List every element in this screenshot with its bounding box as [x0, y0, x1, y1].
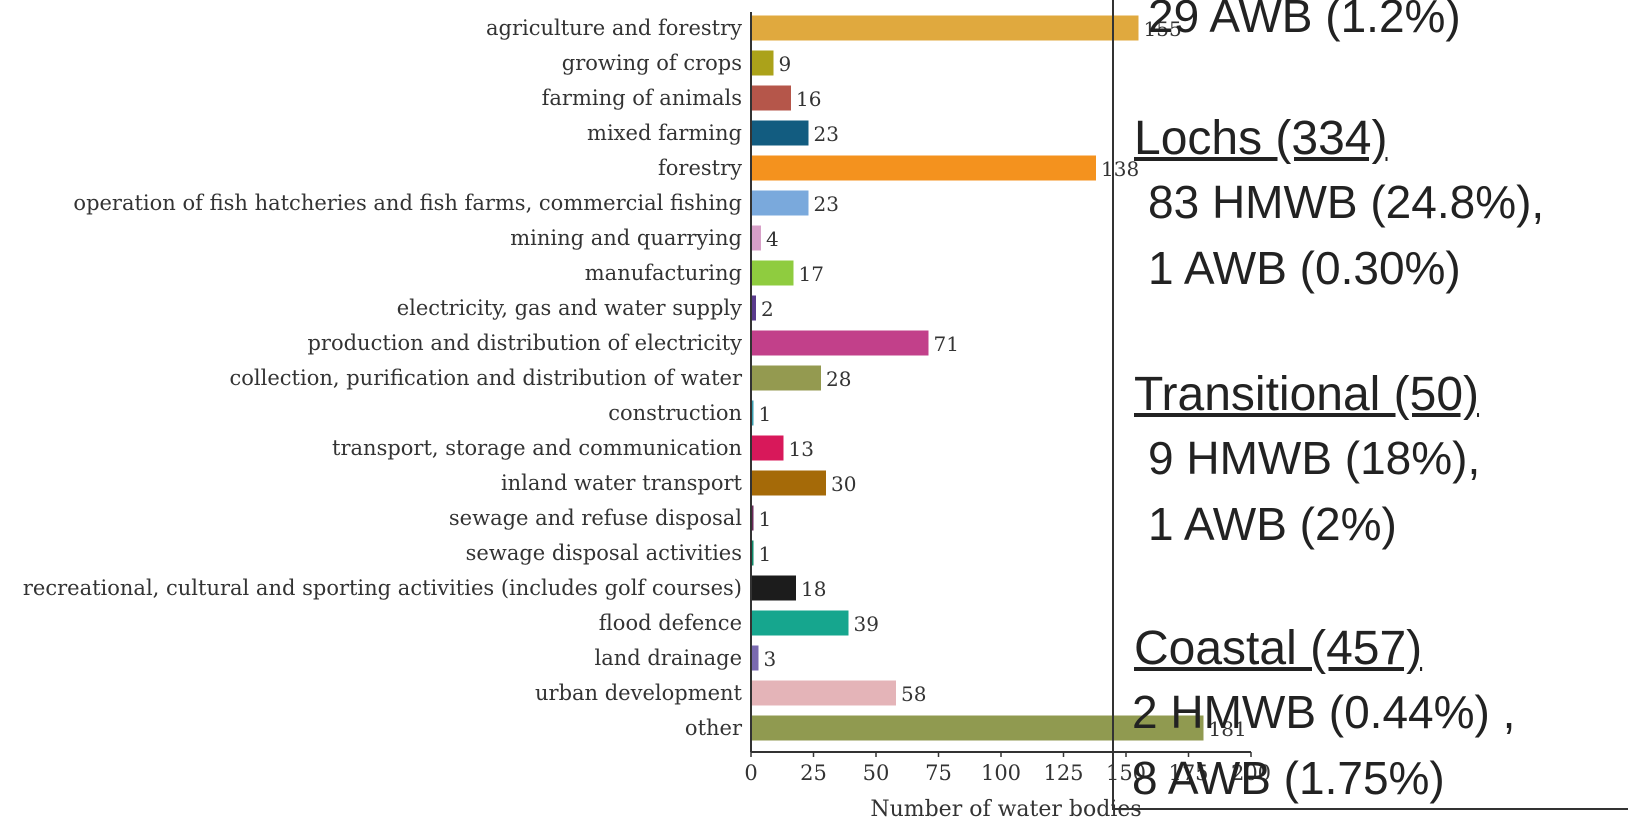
- value-label: 4: [766, 227, 779, 251]
- value-label: 28: [826, 367, 851, 391]
- category-label: farming of animals: [542, 86, 742, 110]
- value-label: 138: [1101, 157, 1139, 181]
- value-label: 1: [759, 402, 772, 426]
- coastal-hmwb-line: 2 HMWB (0.44%) ,: [1132, 686, 1516, 738]
- value-label: 3: [764, 647, 777, 671]
- category-label: transport, storage and communication: [332, 436, 742, 460]
- x-tick-label: 125: [1043, 761, 1083, 785]
- category-label: land drainage: [594, 646, 742, 670]
- value-label: 17: [799, 262, 824, 286]
- category-label: sewage disposal activities: [466, 541, 742, 565]
- x-tick-label: 100: [981, 761, 1021, 785]
- bar-1: [751, 15, 1139, 41]
- value-label: 18: [801, 577, 826, 601]
- bars-layer: agriculture and forestry 155 growing of cr…: [23, 15, 1247, 741]
- value-label: 16: [796, 87, 821, 111]
- bar-19: [751, 645, 759, 671]
- bar-5: [751, 155, 1096, 181]
- category-label: urban development: [535, 681, 743, 705]
- value-label: 71: [934, 332, 959, 356]
- bar-13: [751, 435, 784, 461]
- x-tick-label: 25: [800, 761, 827, 785]
- category-label: recreational, cultural and sporting acti…: [23, 576, 742, 600]
- value-label: 1: [759, 542, 772, 566]
- value-label: 58: [901, 682, 926, 706]
- transitional-hmwb-line: 9 HMWB (18%),: [1148, 432, 1481, 484]
- bar-15: [751, 505, 754, 531]
- category-label: manufacturing: [585, 261, 742, 285]
- lochs-hmwb-line: 83 HMWB (24.8%),: [1148, 176, 1545, 228]
- x-axis-ticks: 0 25 50 75 100 125 150 175 200: [744, 752, 1271, 785]
- value-label: 181: [1209, 717, 1247, 741]
- category-label: construction: [608, 401, 742, 425]
- bar-14: [751, 470, 826, 496]
- bar-17: [751, 575, 796, 601]
- bar-20: [751, 680, 896, 706]
- category-label: other: [685, 716, 743, 740]
- value-label: 1: [759, 507, 772, 531]
- x-tick-label: 200: [1231, 761, 1271, 785]
- lochs-awb-line: 1 AWB (0.30%): [1148, 242, 1461, 294]
- transitional-awb-line: 1 AWB (2%): [1148, 498, 1397, 550]
- bar-7: [751, 225, 761, 251]
- category-label: forestry: [658, 156, 742, 180]
- lochs-heading: Lochs (334): [1134, 112, 1388, 165]
- x-axis-title: Number of water bodies: [870, 797, 1141, 821]
- value-label: 13: [789, 437, 814, 461]
- category-label: inland water transport: [501, 471, 743, 495]
- x-tick-label: 0: [744, 761, 757, 785]
- x-tick-label: 50: [863, 761, 890, 785]
- category-label: production and distribution of electrici…: [307, 331, 742, 355]
- category-label: flood defence: [599, 611, 742, 635]
- value-label: 23: [814, 122, 839, 146]
- bar-11: [751, 365, 821, 391]
- value-label: 2: [761, 297, 774, 321]
- bar-3: [751, 85, 791, 111]
- awb-summary-line: 29 AWB (1.2%): [1148, 0, 1461, 42]
- category-label: electricity, gas and water supply: [397, 296, 742, 320]
- bar-10: [751, 330, 929, 356]
- coastal-awb-line: 8 AWB (1.75%): [1132, 752, 1445, 804]
- coastal-heading: Coastal (457): [1134, 622, 1423, 675]
- bar-21: [751, 715, 1204, 741]
- water-body-summary-panel: 29 AWB (1.2%) Lochs (334) 83 HMWB (24.8%…: [1112, 0, 1628, 810]
- category-label: mining and quarrying: [510, 226, 742, 250]
- category-label: operation of fish hatcheries and fish fa…: [73, 191, 742, 215]
- bar-18: [751, 610, 849, 636]
- value-label: 30: [831, 472, 856, 496]
- transitional-heading: Transitional (50): [1134, 368, 1480, 421]
- bar-4: [751, 120, 809, 146]
- x-tick-label: 75: [925, 761, 952, 785]
- bar-9: [751, 295, 756, 321]
- category-label: mixed farming: [587, 121, 742, 145]
- bar-2: [751, 50, 774, 76]
- value-label: 9: [779, 52, 792, 76]
- value-label: 23: [814, 192, 839, 216]
- category-label: sewage and refuse disposal: [449, 506, 742, 530]
- category-label: agriculture and forestry: [486, 16, 742, 40]
- category-label: growing of crops: [562, 51, 742, 75]
- x-tick-label: 175: [1168, 761, 1208, 785]
- value-label: 155: [1144, 17, 1182, 41]
- bar-16: [751, 540, 754, 566]
- bar-8: [751, 260, 794, 286]
- category-label: collection, purification and distributio…: [230, 366, 743, 390]
- bar-6: [751, 190, 809, 216]
- bar-12: [751, 400, 754, 426]
- value-label: 39: [854, 612, 879, 636]
